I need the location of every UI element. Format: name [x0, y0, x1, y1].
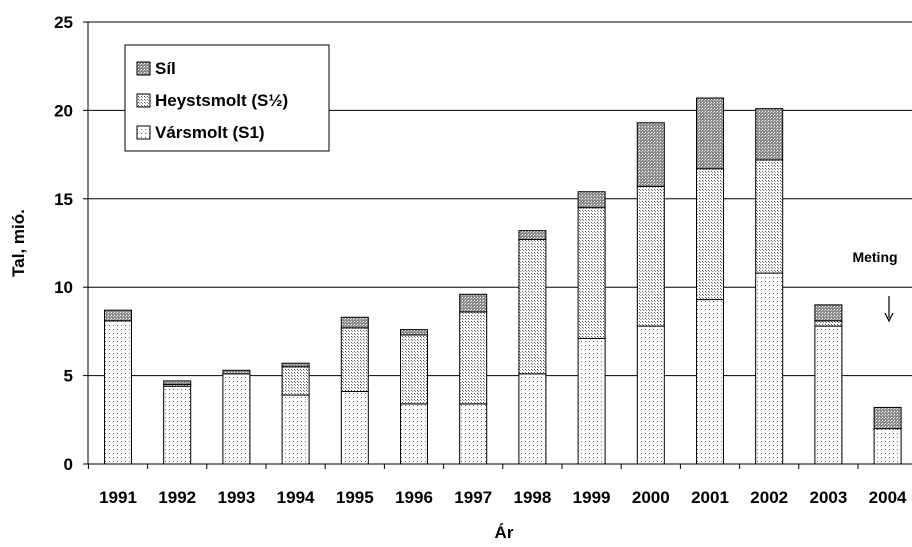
axes — [87, 22, 912, 465]
bar-segment — [400, 334, 428, 405]
bar-segment — [873, 428, 902, 465]
x-tick-label: 1996 — [395, 488, 433, 507]
x-tick-label: 1999 — [573, 488, 611, 507]
bar-segment — [518, 230, 547, 240]
x-tick-label: 2002 — [750, 488, 788, 507]
bar-segment — [459, 293, 488, 313]
bar-segment — [104, 320, 132, 465]
y-tick-label: 15 — [54, 190, 73, 209]
x-tick-label: 1998 — [513, 488, 551, 507]
legend-box — [124, 44, 330, 152]
y-tick-label: 0 — [64, 455, 73, 474]
bar-segment — [696, 299, 724, 465]
bar-segment — [163, 385, 192, 465]
legend-label-sil: Síl — [155, 59, 176, 78]
bars — [104, 97, 902, 465]
legend-swatch-varsmolt — [136, 125, 151, 140]
annotation-arrow-head — [884, 312, 894, 323]
x-tick-label: 2001 — [691, 488, 729, 507]
x-axis-title: Ár — [495, 523, 514, 542]
bar-segment — [814, 320, 843, 327]
x-tick-label: 2000 — [632, 488, 670, 507]
bar-segment — [577, 207, 606, 339]
bar-segment — [518, 238, 547, 375]
bar-segment — [400, 329, 428, 336]
bar-segment — [636, 185, 665, 327]
y-tick-labels: 0 5 10 15 20 25 — [54, 13, 88, 474]
bar-segment — [459, 403, 488, 465]
bar-segment — [577, 191, 606, 209]
bar-segment — [400, 403, 428, 465]
x-tick-label: 1992 — [158, 488, 196, 507]
bar-segment — [281, 366, 310, 396]
bar-segment — [281, 362, 310, 368]
x-tick-label: 2004 — [869, 488, 907, 507]
bar-segment — [518, 373, 547, 465]
bar-segment — [755, 272, 784, 465]
y-tick-label: 25 — [54, 13, 73, 32]
bar-segment — [755, 108, 784, 161]
x-tick-label: 2003 — [809, 488, 847, 507]
bar-segment — [814, 325, 843, 465]
bar-segment — [340, 391, 369, 465]
meting-annotation: Meting — [852, 249, 898, 323]
bar-segment — [340, 316, 369, 329]
x-tick-label: 1993 — [217, 488, 255, 507]
y-tick-label: 20 — [54, 101, 73, 120]
x-tick-label: 1991 — [99, 488, 137, 507]
bar-segment — [755, 159, 784, 274]
legend-label-varsmolt: Vársmolt (S1) — [155, 123, 265, 142]
y-tick-label: 5 — [64, 367, 73, 386]
x-tick-label: 1994 — [277, 488, 315, 507]
y-axis-title: Tal, mió. — [9, 209, 28, 277]
bar-segment — [163, 380, 192, 385]
annotation-label: Meting — [852, 249, 897, 265]
bar-segment — [222, 369, 251, 375]
bar-segment — [636, 122, 665, 187]
y-tick-label: 10 — [54, 278, 73, 297]
x-tick-label: 1997 — [454, 488, 492, 507]
bar-segment — [814, 304, 843, 322]
bar-segment — [696, 168, 724, 301]
bar-segment — [459, 311, 488, 405]
bar-segment — [696, 97, 724, 170]
legend-label-heystsmolt: Heystsmolt (S½) — [155, 91, 288, 110]
bar-segment — [577, 337, 606, 465]
bar-segment — [636, 325, 665, 465]
bar-segment — [104, 309, 132, 322]
legend-swatch-heystsmolt — [136, 93, 151, 108]
bar-segment — [222, 373, 251, 465]
bar-segment — [873, 406, 902, 430]
bar-segment — [281, 394, 310, 465]
legend: Síl Heystsmolt (S½) Vársmolt (S1) — [124, 44, 330, 152]
legend-swatch-sil — [136, 61, 151, 76]
bar-segment — [340, 327, 369, 393]
x-tick-label: 1995 — [336, 488, 374, 507]
x-tick-labels: 1991 1992 1993 1994 1995 1996 1997 1998 1999 2000… — [87, 464, 907, 507]
